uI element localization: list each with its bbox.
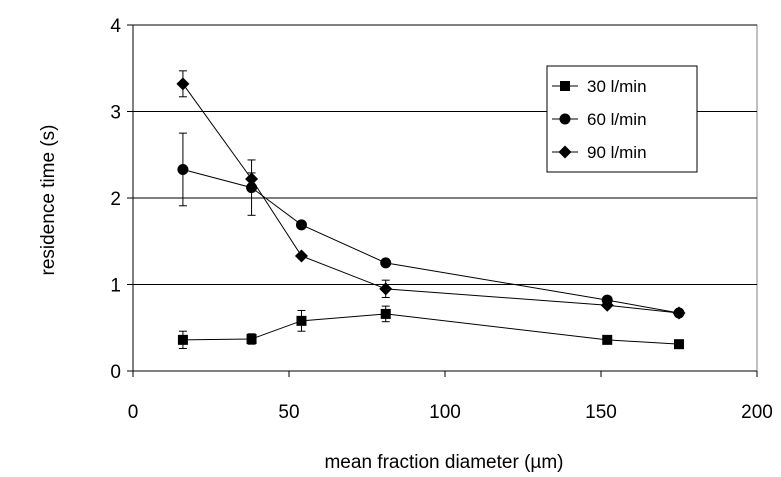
series-layer	[176, 70, 686, 350]
data-point	[602, 334, 613, 345]
data-point	[245, 172, 259, 186]
x-tick-label: 200	[741, 402, 773, 423]
legend-label: 30 l/min	[587, 77, 647, 96]
legend-marker	[560, 81, 570, 91]
y-axis-title: residence time (s)	[38, 125, 59, 276]
legend-label: 60 l/min	[587, 110, 647, 129]
data-point	[177, 334, 188, 345]
x-tick-label: 100	[429, 402, 461, 423]
y-tick-label: 1	[110, 276, 121, 297]
data-point	[246, 333, 257, 344]
data-point	[176, 77, 190, 91]
series-line	[182, 313, 680, 345]
y-tick-label: 2	[110, 189, 121, 210]
legend-marker	[559, 113, 571, 125]
data-point	[379, 282, 393, 296]
series-line	[182, 168, 680, 314]
data-point	[380, 257, 392, 269]
data-point	[600, 298, 614, 312]
data-point	[294, 249, 308, 263]
series-diamond	[176, 70, 686, 320]
data-point	[177, 163, 189, 175]
legend-marker	[558, 145, 572, 159]
y-tick-label: 0	[110, 362, 121, 383]
series-line	[182, 83, 680, 314]
data-point	[674, 339, 684, 350]
y-tick-label: 3	[110, 103, 121, 124]
data-point	[672, 306, 686, 320]
x-tick-label: 0	[128, 402, 139, 423]
y-tick-label: 4	[110, 16, 121, 37]
x-axis-ticks: 0 50 100 150 200	[128, 371, 773, 423]
x-tick-label: 150	[585, 402, 617, 423]
x-tick-label: 50	[278, 402, 299, 423]
data-point	[380, 308, 391, 319]
x-axis-title: mean fraction diameter (µm)	[324, 452, 563, 473]
y-axis-ticks: 0 1 2 3 4	[110, 16, 133, 383]
series-square	[177, 305, 684, 350]
legend: 30 l/min 60 l/min 90 l/min	[546, 65, 698, 173]
legend-label: 90 l/min	[587, 143, 647, 162]
data-point	[295, 219, 307, 231]
data-point	[296, 315, 307, 326]
